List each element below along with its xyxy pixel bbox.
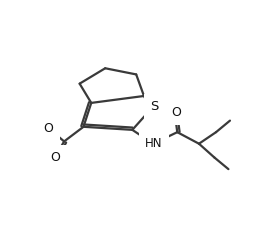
Text: O: O: [44, 122, 54, 135]
Text: S: S: [151, 100, 159, 113]
Text: HN: HN: [145, 137, 163, 150]
Text: O: O: [171, 106, 181, 119]
Text: O: O: [50, 151, 60, 164]
